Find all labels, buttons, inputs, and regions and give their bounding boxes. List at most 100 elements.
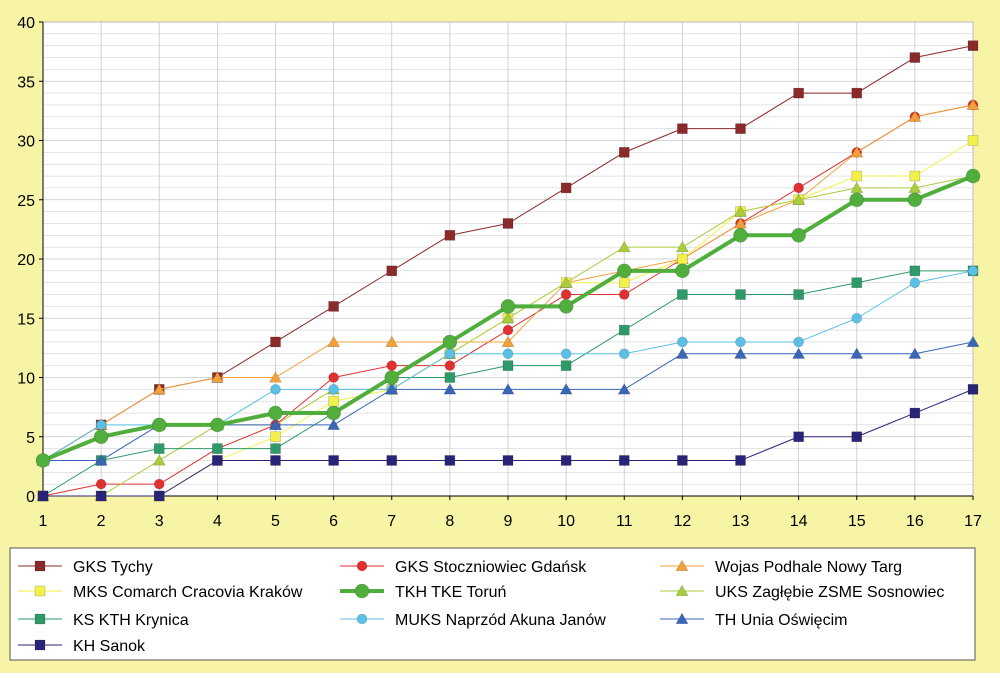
data-point [966, 98, 980, 110]
legend-label: MKS Comarch Cracovia Kraków [73, 584, 303, 601]
data-point [677, 253, 688, 265]
y-tick-label: 20 [17, 252, 35, 269]
data-point [909, 265, 921, 277]
data-point [677, 455, 688, 466]
data-point [560, 182, 572, 194]
data-point [792, 347, 806, 359]
legend-entry: UKS Zagłębie ZSME Sosnowiec [660, 584, 944, 601]
legend-label: TKH TKE Toruń [395, 584, 506, 601]
data-point [501, 335, 515, 348]
x-tick-label: 3 [155, 513, 164, 530]
data-point [851, 87, 863, 99]
data-point [733, 205, 748, 217]
data-point [851, 170, 863, 182]
data-point [95, 490, 107, 502]
y-tick-label: 10 [17, 371, 35, 388]
data-point [443, 382, 457, 395]
legend-swatch-marker [34, 560, 46, 572]
data-point [210, 417, 225, 433]
data-point [153, 490, 165, 502]
data-point [850, 145, 864, 158]
data-point [851, 312, 863, 324]
data-point [791, 228, 806, 243]
y-tick-label: 0 [26, 489, 35, 506]
data-point [328, 455, 339, 466]
y-tick-label: 15 [17, 311, 35, 328]
data-point [442, 334, 458, 350]
data-point [95, 478, 107, 490]
data-point [385, 382, 399, 395]
data-point [793, 431, 804, 443]
legend-swatch-marker [34, 639, 46, 651]
data-point [967, 40, 979, 52]
data-point [268, 405, 283, 421]
data-point [792, 193, 806, 205]
y-tick-label: 25 [17, 193, 35, 210]
data-point [907, 192, 923, 208]
data-point [560, 289, 572, 300]
data-point [444, 348, 456, 360]
data-point [793, 336, 804, 348]
data-point [909, 407, 921, 419]
data-point [851, 431, 863, 443]
legend-label: TH Unia Oświęcim [715, 612, 847, 629]
data-point [270, 443, 281, 454]
data-point [502, 360, 514, 371]
legend-entry: MKS Comarch Cracovia Kraków [18, 584, 303, 601]
data-point [735, 455, 746, 466]
legend-entry: KS KTH Krynica [18, 612, 189, 629]
data-point [270, 431, 281, 443]
data-point [35, 453, 51, 468]
data-point [210, 371, 224, 383]
data-point [93, 429, 109, 445]
data-point [735, 123, 746, 134]
data-point [328, 384, 339, 395]
data-point [328, 395, 339, 407]
data-point [559, 382, 573, 395]
x-tick-label: 10 [557, 513, 575, 530]
data-point [677, 123, 688, 134]
legend-entry: TKH TKE Toruń [340, 583, 506, 601]
data-point [384, 370, 400, 385]
data-point [268, 418, 283, 430]
data-point [152, 382, 166, 395]
data-point [909, 277, 921, 289]
data-point [212, 443, 223, 454]
data-point [793, 87, 804, 99]
x-tick-label: 12 [673, 513, 691, 530]
data-point [850, 347, 864, 359]
x-tick-label: 1 [39, 513, 48, 530]
data-point [326, 405, 341, 421]
data-point [618, 147, 630, 158]
data-point [502, 324, 514, 336]
legend-label: GKS Stoczniowiec Gdańsk [395, 559, 587, 576]
legend-label: MUKS Naprzód Akuna Janów [395, 612, 606, 629]
data-point [270, 384, 281, 395]
data-point [37, 490, 49, 502]
data-point [268, 371, 283, 383]
legend-swatch-marker [34, 585, 46, 597]
data-point [617, 240, 631, 253]
data-point [386, 455, 398, 466]
data-point [677, 336, 688, 348]
data-point [444, 230, 456, 241]
data-point [618, 348, 630, 360]
data-point [965, 168, 981, 184]
data-point [967, 135, 979, 146]
legend-entries: GKS Tychy GKS Stoczniowiec Gdańsk Wojas Po… [18, 559, 944, 655]
data-point [908, 110, 922, 122]
data-point [502, 348, 514, 360]
legend-swatch-marker [675, 584, 689, 597]
data-point [967, 384, 979, 395]
legend-entry: MUKS Naprzód Akuna Janów [340, 612, 606, 629]
data-point [327, 418, 341, 430]
data-point [733, 217, 748, 229]
legend-entry: KH Sanok [18, 638, 146, 655]
x-tick-label: 6 [329, 513, 338, 530]
data-point [328, 372, 339, 383]
x-tick-label: 8 [445, 513, 454, 530]
data-point [850, 181, 864, 193]
data-point [444, 372, 456, 383]
x-tick-label: 14 [790, 513, 808, 530]
data-point [909, 170, 921, 182]
